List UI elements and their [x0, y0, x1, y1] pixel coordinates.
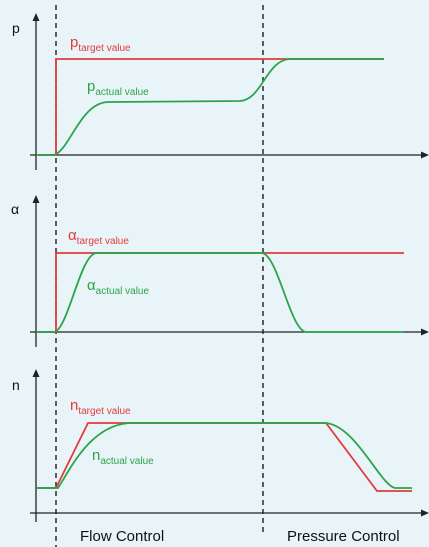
swivel-angle-panel: α αtarget value αactual value: [11, 195, 429, 347]
speed-x-arrow: [421, 509, 429, 517]
pressure-actual-label: pactual value: [87, 78, 149, 98]
pressure-axis-label: p: [12, 20, 20, 36]
pressure-actual-curve: [36, 58, 384, 156]
speed-actual-curve: [36, 422, 412, 489]
pressure-target-curve: [36, 58, 384, 156]
angle-target-label: αtarget value: [68, 227, 129, 247]
speed-y-arrow: [32, 369, 40, 377]
pressure-target-label: ptarget value: [70, 34, 131, 54]
speed-actual-label: nactual value: [92, 447, 154, 467]
speed-panel: n ntarget value nactual value: [12, 369, 429, 522]
flow-control-label: Flow Control: [80, 528, 164, 545]
angle-y-arrow: [32, 195, 40, 203]
pressure-panel: p ptarget value pactual value: [12, 13, 429, 170]
angle-axis-label: α: [11, 201, 19, 217]
pressure-y-arrow: [32, 13, 40, 21]
angle-x-arrow: [421, 328, 429, 336]
speed-axis-label: n: [12, 377, 20, 393]
angle-actual-curve: [36, 252, 404, 333]
pressure-control-label: Pressure Control: [287, 528, 400, 545]
speed-target-label: ntarget value: [70, 397, 131, 417]
angle-actual-label: αactual value: [87, 277, 149, 297]
pressure-x-arrow: [421, 151, 429, 159]
